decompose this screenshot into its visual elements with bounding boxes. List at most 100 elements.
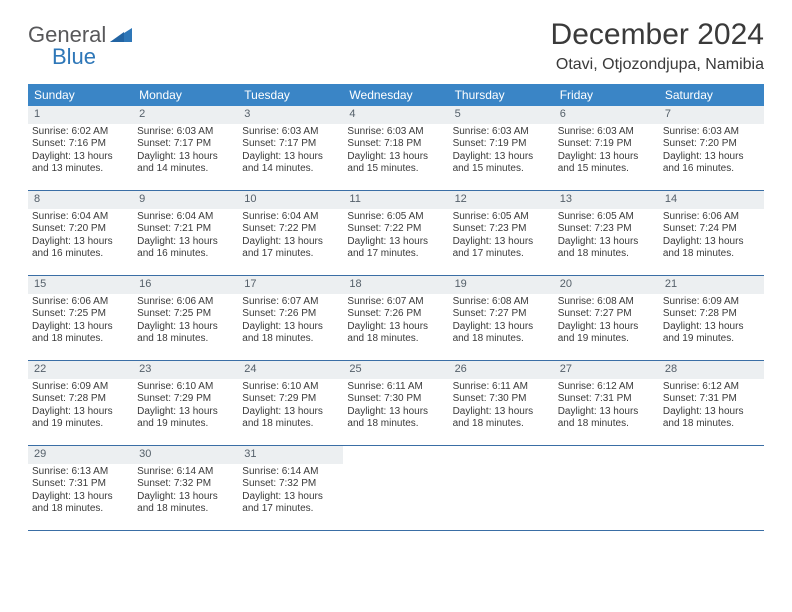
sunset-text: Sunset: 7:20 PM (32, 223, 129, 236)
sunrise-text: Sunrise: 6:07 AM (242, 296, 339, 309)
day_b-text: and 17 minutes. (347, 248, 444, 261)
day-cell: 15Sunrise: 6:06 AMSunset: 7:25 PMDayligh… (28, 276, 133, 360)
day-cell: 30Sunrise: 6:14 AMSunset: 7:32 PMDayligh… (133, 446, 238, 530)
sunrise-text: Sunrise: 6:05 AM (347, 211, 444, 224)
day_a-text: Daylight: 13 hours (347, 406, 444, 419)
sunset-text: Sunset: 7:31 PM (32, 478, 129, 491)
day_a-text: Daylight: 13 hours (137, 151, 234, 164)
sunrise-text: Sunrise: 6:14 AM (137, 466, 234, 479)
sunrise-text: Sunrise: 6:03 AM (347, 126, 444, 139)
day_a-text: Daylight: 13 hours (242, 151, 339, 164)
sunrise-text: Sunrise: 6:10 AM (242, 381, 339, 394)
sunset-text: Sunset: 7:22 PM (242, 223, 339, 236)
day-cell: 3Sunrise: 6:03 AMSunset: 7:17 PMDaylight… (238, 106, 343, 190)
sunrise-text: Sunrise: 6:12 AM (663, 381, 760, 394)
sunrise-text: Sunrise: 6:08 AM (558, 296, 655, 309)
day-number: 8 (28, 191, 133, 209)
day-number: 2 (133, 106, 238, 124)
day_b-text: and 18 minutes. (32, 503, 129, 516)
sunrise-text: Sunrise: 6:04 AM (137, 211, 234, 224)
sunset-text: Sunset: 7:26 PM (242, 308, 339, 321)
day_b-text: and 18 minutes. (137, 503, 234, 516)
day-number: 13 (554, 191, 659, 209)
day-cell (554, 446, 659, 530)
day_a-text: Daylight: 13 hours (558, 151, 655, 164)
sunset-text: Sunset: 7:30 PM (347, 393, 444, 406)
sunrise-text: Sunrise: 6:02 AM (32, 126, 129, 139)
sunrise-text: Sunrise: 6:05 AM (558, 211, 655, 224)
sunset-text: Sunset: 7:28 PM (663, 308, 760, 321)
day_b-text: and 18 minutes. (453, 418, 550, 431)
day-cell: 20Sunrise: 6:08 AMSunset: 7:27 PMDayligh… (554, 276, 659, 360)
sunrise-text: Sunrise: 6:04 AM (32, 211, 129, 224)
day_a-text: Daylight: 13 hours (663, 321, 760, 334)
day_a-text: Daylight: 13 hours (242, 321, 339, 334)
sunrise-text: Sunrise: 6:07 AM (347, 296, 444, 309)
logo: General Blue (28, 18, 132, 68)
day_a-text: Daylight: 13 hours (453, 236, 550, 249)
week-row: 1Sunrise: 6:02 AMSunset: 7:16 PMDaylight… (28, 106, 764, 191)
day_a-text: Daylight: 13 hours (347, 236, 444, 249)
day-cell: 1Sunrise: 6:02 AMSunset: 7:16 PMDaylight… (28, 106, 133, 190)
sunset-text: Sunset: 7:19 PM (558, 138, 655, 151)
day-cell: 5Sunrise: 6:03 AMSunset: 7:19 PMDaylight… (449, 106, 554, 190)
day_b-text: and 18 minutes. (242, 333, 339, 346)
logo-line1-row: General (28, 24, 132, 46)
day_b-text: and 16 minutes. (137, 248, 234, 261)
day_a-text: Daylight: 13 hours (347, 151, 444, 164)
day-cell (659, 446, 764, 530)
day_a-text: Daylight: 13 hours (453, 151, 550, 164)
sunset-text: Sunset: 7:19 PM (453, 138, 550, 151)
day_a-text: Daylight: 13 hours (32, 151, 129, 164)
day_a-text: Daylight: 13 hours (242, 406, 339, 419)
sunrise-text: Sunrise: 6:03 AM (453, 126, 550, 139)
day-number: 25 (343, 361, 448, 379)
sunrise-text: Sunrise: 6:09 AM (32, 381, 129, 394)
day-cell: 16Sunrise: 6:06 AMSunset: 7:25 PMDayligh… (133, 276, 238, 360)
sunset-text: Sunset: 7:16 PM (32, 138, 129, 151)
day-number: 3 (238, 106, 343, 124)
sunset-text: Sunset: 7:29 PM (242, 393, 339, 406)
day_a-text: Daylight: 13 hours (242, 491, 339, 504)
week-row: 29Sunrise: 6:13 AMSunset: 7:31 PMDayligh… (28, 446, 764, 531)
sunrise-text: Sunrise: 6:14 AM (242, 466, 339, 479)
month-title: December 2024 (551, 18, 764, 52)
day_b-text: and 18 minutes. (347, 333, 444, 346)
day-cell: 23Sunrise: 6:10 AMSunset: 7:29 PMDayligh… (133, 361, 238, 445)
day_b-text: and 18 minutes. (32, 333, 129, 346)
day_a-text: Daylight: 13 hours (663, 151, 760, 164)
day-cell: 6Sunrise: 6:03 AMSunset: 7:19 PMDaylight… (554, 106, 659, 190)
day_b-text: and 17 minutes. (242, 248, 339, 261)
sunset-text: Sunset: 7:23 PM (558, 223, 655, 236)
day_b-text: and 19 minutes. (663, 333, 760, 346)
day_a-text: Daylight: 13 hours (32, 321, 129, 334)
sunrise-text: Sunrise: 6:03 AM (663, 126, 760, 139)
day-cell: 9Sunrise: 6:04 AMSunset: 7:21 PMDaylight… (133, 191, 238, 275)
sunrise-text: Sunrise: 6:08 AM (453, 296, 550, 309)
day_b-text: and 14 minutes. (137, 163, 234, 176)
day-number: 26 (449, 361, 554, 379)
location-text: Otavi, Otjozondjupa, Namibia (551, 56, 764, 74)
sunrise-text: Sunrise: 6:06 AM (32, 296, 129, 309)
day_b-text: and 13 minutes. (32, 163, 129, 176)
sunset-text: Sunset: 7:32 PM (137, 478, 234, 491)
sunset-text: Sunset: 7:31 PM (558, 393, 655, 406)
week-row: 15Sunrise: 6:06 AMSunset: 7:25 PMDayligh… (28, 276, 764, 361)
day-number: 28 (659, 361, 764, 379)
day_a-text: Daylight: 13 hours (663, 236, 760, 249)
day-number: 29 (28, 446, 133, 464)
day_b-text: and 18 minutes. (663, 418, 760, 431)
day_a-text: Daylight: 13 hours (32, 236, 129, 249)
day_a-text: Daylight: 13 hours (558, 321, 655, 334)
sunrise-text: Sunrise: 6:10 AM (137, 381, 234, 394)
day_b-text: and 18 minutes. (558, 248, 655, 261)
week-row: 22Sunrise: 6:09 AMSunset: 7:28 PMDayligh… (28, 361, 764, 446)
day-cell: 18Sunrise: 6:07 AMSunset: 7:26 PMDayligh… (343, 276, 448, 360)
day_b-text: and 15 minutes. (558, 163, 655, 176)
dow-tuesday: Tuesday (238, 84, 343, 106)
title-block: December 2024 Otavi, Otjozondjupa, Namib… (551, 18, 764, 74)
day-cell: 12Sunrise: 6:05 AMSunset: 7:23 PMDayligh… (449, 191, 554, 275)
dow-wednesday: Wednesday (343, 84, 448, 106)
sunset-text: Sunset: 7:25 PM (32, 308, 129, 321)
day_a-text: Daylight: 13 hours (558, 406, 655, 419)
